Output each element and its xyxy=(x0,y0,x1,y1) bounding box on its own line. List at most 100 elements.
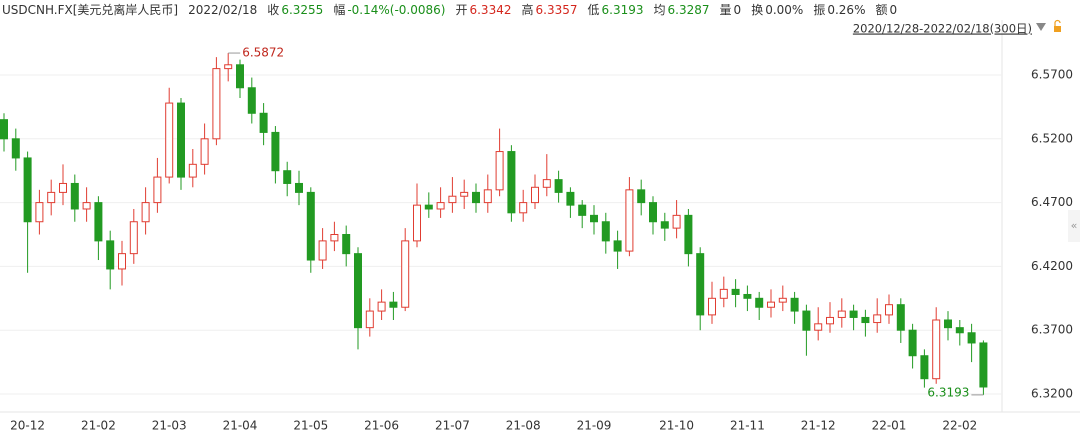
min-label: 6.3193 xyxy=(927,385,969,399)
candle-body xyxy=(377,301,386,312)
candle-body xyxy=(814,323,823,331)
header-label: 高 xyxy=(521,2,533,17)
dropdown-icon[interactable] xyxy=(1036,23,1046,31)
y-tick-label: 6.3200 xyxy=(1031,387,1073,401)
candle-body xyxy=(837,310,846,318)
lock-icon[interactable] xyxy=(1054,26,1061,32)
candle-body xyxy=(35,202,44,223)
candle-body xyxy=(590,214,598,223)
candle-body xyxy=(0,119,8,140)
x-tick-label: 22-02 xyxy=(942,419,977,433)
header-value: 0 xyxy=(889,3,897,17)
candle-body xyxy=(118,253,126,270)
candle-body xyxy=(271,131,280,172)
header-label: 换 xyxy=(751,3,763,17)
candle-body xyxy=(200,138,209,165)
header-value: 0 xyxy=(734,3,742,17)
candle-body xyxy=(696,253,705,316)
x-tick-label: 21-07 xyxy=(435,419,470,433)
x-tick-label: 21-10 xyxy=(659,419,694,433)
y-tick-label: 6.4200 xyxy=(1031,259,1073,273)
candle-body xyxy=(944,319,952,329)
y-tick-label: 6.5200 xyxy=(1031,131,1073,145)
candle-body xyxy=(224,64,233,70)
candle-body xyxy=(554,179,563,193)
candle-body xyxy=(129,221,138,255)
candle-body xyxy=(59,182,67,193)
date-range[interactable]: 2020/12/28-2022/02/18(300日) xyxy=(853,22,1032,36)
candle-body xyxy=(578,204,587,216)
candle-body xyxy=(94,202,103,242)
x-tick-label: 20-12 xyxy=(10,419,45,433)
header-label: USDCNH.FX[美元兑离岸人民币] xyxy=(2,2,178,17)
candle-body xyxy=(802,310,811,331)
candle-body xyxy=(649,202,657,223)
x-tick-label: 21-11 xyxy=(730,419,765,433)
candle-body xyxy=(637,189,646,204)
y-tick-label: 6.5700 xyxy=(1031,67,1073,81)
x-tick-label: 21-12 xyxy=(801,419,836,433)
x-tick-label: 21-06 xyxy=(364,419,399,433)
candle-body xyxy=(11,138,20,159)
candle-body xyxy=(507,151,516,214)
collapse-tab[interactable] xyxy=(1068,210,1080,242)
candle-body xyxy=(448,195,457,204)
candle-body xyxy=(566,191,575,206)
candle-body xyxy=(755,297,764,308)
y-tick-label: 6.3700 xyxy=(1031,323,1073,337)
candle-body xyxy=(259,112,268,133)
x-tick-label: 21-02 xyxy=(81,419,116,433)
candle-body xyxy=(920,355,929,380)
candle-body xyxy=(908,329,917,357)
candle-body xyxy=(967,332,976,344)
candle-body xyxy=(165,102,174,178)
candle-body xyxy=(141,202,150,223)
candle-body xyxy=(743,293,752,299)
header-label: 收 xyxy=(267,3,279,17)
x-tick-label: 21-03 xyxy=(152,419,187,433)
header-value: 6.3342 xyxy=(469,3,511,17)
x-tick-label: 21-08 xyxy=(506,419,541,433)
candle-body xyxy=(790,297,799,312)
candle-body xyxy=(719,288,728,299)
header-value: 6.3287 xyxy=(668,3,710,17)
candle-body xyxy=(306,191,315,261)
candle-body xyxy=(495,151,504,191)
collapse-icon[interactable]: « xyxy=(1071,219,1078,232)
candle-body xyxy=(472,191,480,204)
header-label: 2022/02/18 xyxy=(188,3,257,17)
x-tick-label: 21-09 xyxy=(577,419,612,433)
candle-body xyxy=(177,102,185,178)
candle-body xyxy=(47,191,56,204)
candle-body xyxy=(483,189,492,204)
candle-body xyxy=(283,170,292,184)
header-label: 额 xyxy=(875,3,887,17)
candle-body xyxy=(708,297,716,316)
y-tick-label: 6.4700 xyxy=(1031,195,1073,209)
candle-body xyxy=(885,304,893,316)
candle-body xyxy=(247,87,256,114)
candle-body xyxy=(70,182,79,210)
header-label: 均 xyxy=(654,3,666,17)
lock-shackle xyxy=(1054,19,1061,26)
candle-body xyxy=(295,182,303,193)
header: USDCNH.FX[美元兑离岸人民币] 2022/02/18 收 6.3255 幅 -0.… xyxy=(2,2,897,17)
header-value: 6.3357 xyxy=(536,3,578,17)
candle-body xyxy=(601,221,610,242)
candle-body xyxy=(436,202,445,210)
candle-body xyxy=(826,316,834,325)
candle-body xyxy=(212,68,221,140)
header-value: 0.00% xyxy=(765,3,803,17)
candle-body xyxy=(365,310,374,329)
x-tick-label: 21-04 xyxy=(223,419,258,433)
candle-body xyxy=(849,310,858,318)
candle-body xyxy=(330,234,339,242)
candle-body xyxy=(778,297,787,303)
candle-body xyxy=(354,253,362,329)
header-value: 0.26% xyxy=(827,3,865,17)
candle-body xyxy=(660,221,669,229)
header-value: 6.3255 xyxy=(281,3,323,17)
candle-body xyxy=(82,202,91,210)
max-label: 6.5872 xyxy=(242,46,284,60)
